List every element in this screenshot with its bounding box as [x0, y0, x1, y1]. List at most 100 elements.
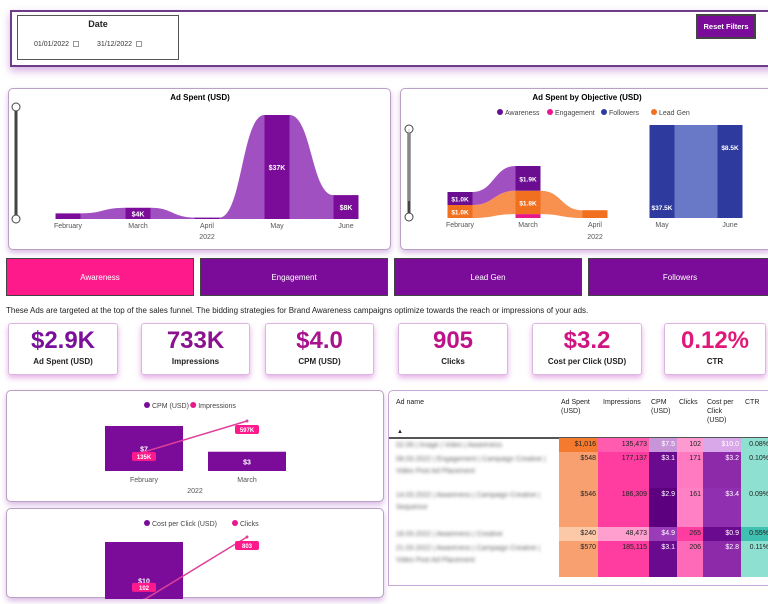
header-divider — [389, 437, 768, 439]
ad-spent-chart: Ad Spent (USD) February $4K March April $37K M… — [11, 93, 359, 241]
kpi-value: $2.9K — [30, 327, 96, 354]
calendar-icon[interactable] — [136, 41, 143, 48]
x-tick-label: May — [270, 223, 284, 230]
bar-april — [194, 217, 220, 219]
x-tick-label: March — [518, 222, 538, 229]
bar-data-label: $10 — [138, 579, 150, 586]
date-slicer: Date 01/01/2022 31/12/2022 — [17, 15, 179, 60]
data-label: $1.0K — [451, 197, 469, 204]
cpm-cell: $3.1 — [649, 541, 677, 577]
legend-marker — [190, 402, 197, 408]
x-group-label: 2022 — [187, 488, 203, 495]
line-label-bg — [235, 425, 259, 434]
legend-item: Lead Gen — [659, 110, 690, 117]
ribbon-segment — [150, 207, 195, 219]
legend-marker — [144, 520, 150, 526]
chart-title: Ad Spent by Objective (USD) — [532, 93, 642, 102]
kpi-value: 905 — [432, 327, 474, 354]
impressions-cell: 185,115 — [598, 541, 649, 577]
impressions-cell: 135,473 — [598, 438, 649, 452]
reset-filters-button[interactable]: Reset Filters — [696, 14, 756, 39]
ribbon-awareness — [472, 166, 516, 205]
data-label: $37K — [269, 165, 286, 172]
ad-name-cell: 18.03.2022 | Awareness | Creative — [396, 531, 503, 538]
bar-february — [55, 213, 81, 219]
legend-marker — [601, 109, 607, 115]
tab-lead-gen[interactable]: Lead Gen — [394, 258, 582, 296]
tab-followers[interactable]: Followers — [588, 258, 768, 296]
sort-ascending-icon[interactable]: ▲ — [397, 429, 403, 435]
cpc-cell: $0.9 — [703, 527, 741, 541]
bar-june — [333, 195, 359, 219]
line-label-bg — [235, 541, 259, 550]
tab-awareness[interactable]: Awareness — [6, 258, 194, 296]
x-tick-label: June — [722, 222, 737, 229]
objective-description: These Ads are targeted at the top of the… — [6, 306, 589, 315]
bar-may — [264, 115, 290, 219]
legend-marker — [547, 109, 553, 115]
col-header-cpc[interactable]: Cost per Click (USD) — [707, 399, 734, 424]
x-tick-label: February — [446, 222, 475, 229]
data-label: $1.9K — [519, 176, 537, 183]
bar-february — [105, 426, 183, 471]
col-header-cpm[interactable]: CPM (USD) — [651, 399, 671, 415]
legend-marker — [232, 520, 238, 526]
chart-title: Ad Spent (USD) — [170, 93, 230, 102]
tab-engagement[interactable]: Engagement — [200, 258, 388, 296]
data-label: $1.0K — [451, 210, 469, 217]
col-header-clicks[interactable]: Clicks — [679, 399, 698, 406]
col-header-impressions[interactable]: Impressions — [603, 399, 641, 406]
kpi-value: 0.12% — [680, 327, 750, 354]
col-header-ad-name[interactable]: Ad name — [396, 399, 425, 406]
cpm-impressions-card: CPM (USD) Impressions $7 $3 135K 597K February… — [6, 390, 384, 502]
x-group-label: 2022 — [199, 234, 215, 241]
legend-item: Impressions — [198, 403, 236, 410]
col-header-ctr[interactable]: CTR — [745, 399, 760, 406]
legend-item: Cost per Click (USD) — [152, 521, 217, 528]
data-label: $37.5K — [652, 205, 673, 212]
bar-data-label: $3 — [243, 459, 251, 466]
ad-spent-cell: $1,016 — [559, 438, 598, 452]
kpi-cpm: $4.0 CPM (USD) — [265, 323, 374, 375]
x-tick-label: April — [588, 222, 602, 229]
zoom-slider-handle — [404, 212, 414, 222]
clicks-cell: 206 — [677, 541, 703, 577]
start-date-input[interactable]: 01/01/2022 — [34, 41, 80, 48]
ribbon-followers — [674, 125, 718, 218]
line-series — [143, 420, 248, 453]
bar-lead-gen — [582, 210, 608, 218]
impressions-cell: 177,137 — [598, 452, 649, 488]
line-point — [245, 419, 249, 423]
ad-spent-by-objective-chart: Ad Spent by Objective (USD) Awareness Enga… — [404, 93, 743, 241]
ad-spent-cell: $546 — [559, 488, 598, 527]
x-group-label: 2022 — [587, 234, 603, 241]
bar-engagement — [515, 214, 541, 218]
data-label: $8.5K — [721, 145, 739, 152]
impressions-cell: 186,309 — [598, 488, 649, 527]
legend-item: Clicks — [240, 521, 259, 528]
cpm-impressions-chart: CPM (USD) Impressions $7 $3 135K 597K February… — [105, 402, 286, 495]
bar-awareness — [515, 166, 541, 191]
ads-table: Ad name ▲ Ad Spent (USD) Impressions CPM… — [388, 390, 768, 586]
ribbon-segment — [289, 115, 334, 219]
legend-marker — [497, 109, 503, 115]
bar-followers — [649, 125, 675, 218]
kpi-value: $3.2 — [563, 327, 611, 354]
x-tick-label: April — [200, 223, 214, 230]
clicks-cell: 171 — [677, 452, 703, 488]
legend-item: CPM (USD) — [152, 403, 189, 410]
ribbon-lead-gen — [472, 190, 516, 218]
x-tick-label: February — [54, 223, 83, 230]
kpi-impressions: 733K Impressions — [141, 323, 250, 375]
col-header-ad-spent[interactable]: Ad Spent (USD) — [561, 399, 590, 415]
ad-spent-cell: $570 — [559, 541, 598, 577]
cpc-cell: $2.8 — [703, 541, 741, 577]
kpi-clicks: 905 Clicks — [398, 323, 508, 375]
ctr-cell: 0.10% — [741, 452, 768, 488]
cpm-cell: $2.9 — [649, 488, 677, 527]
ad-name-cell: 21.03.2022 | Awareness | Campaign Creati… — [396, 545, 541, 564]
cpc-cell: $3.2 — [703, 452, 741, 488]
end-date-input[interactable]: 31/12/2022 — [97, 41, 143, 48]
calendar-icon[interactable] — [73, 41, 80, 48]
bar-march — [125, 207, 151, 219]
